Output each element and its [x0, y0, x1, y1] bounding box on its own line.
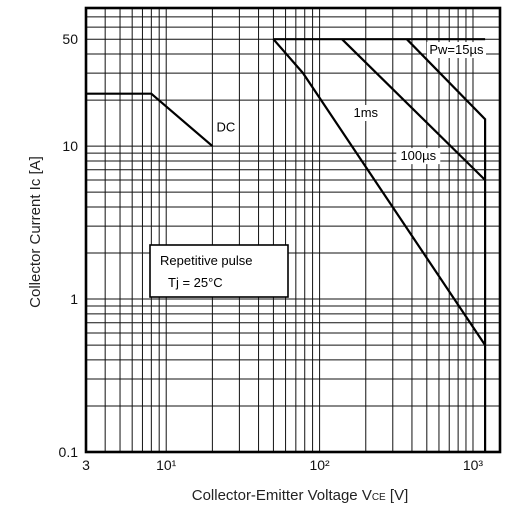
annotation-pw-15-s: Pw=15µs	[429, 42, 484, 57]
x-axis-label-unit: [V]	[386, 487, 409, 504]
x-axis-label: Collector-Emitter Voltage VCE [V]	[192, 487, 409, 504]
x-axis-label-main: Collector-Emitter Voltage V	[192, 487, 372, 504]
condition-line-1: Repetitive pulse	[160, 253, 253, 268]
y-tick-label: 0.1	[59, 444, 79, 460]
y-tick-label: 1	[70, 291, 78, 307]
annotation-1ms: 1ms	[353, 105, 378, 120]
x-tick-label: 10³	[463, 457, 484, 473]
x-tick-label: 10¹	[156, 457, 177, 473]
condition-line-2: Tj = 25°C	[168, 275, 223, 290]
y-tick-label: 50	[62, 31, 78, 47]
y-tick-label: 10	[62, 138, 78, 154]
grid	[86, 8, 500, 452]
x-tick-label: 10²	[309, 457, 330, 473]
condition-box: Repetitive pulse Tj = 25°C	[150, 245, 288, 297]
y-axis-label: Collector Current Ic [A]	[27, 156, 44, 308]
x-tick-label: 3	[82, 457, 90, 473]
x-axis-label-sub: CE	[372, 492, 386, 503]
plot-frame	[86, 8, 500, 452]
annotation-dc: DC	[216, 119, 235, 134]
annotation-100-s: 100µs	[400, 148, 436, 163]
